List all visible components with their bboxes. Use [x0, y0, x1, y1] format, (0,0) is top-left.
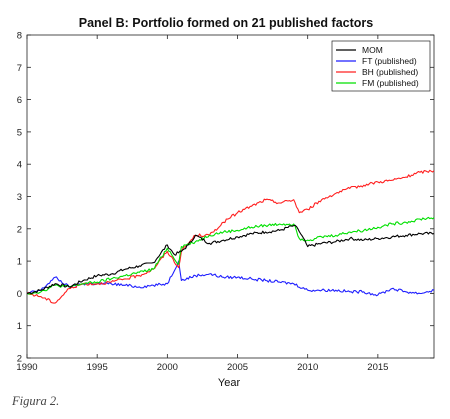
y-tick-label: 4 — [17, 160, 22, 171]
y-tick-label: 6 — [17, 95, 22, 106]
x-tick-label: 1990 — [16, 362, 37, 373]
y-tick-label: 3 — [17, 192, 22, 203]
series-line-fm-published — [26, 216, 435, 295]
legend-label: FT (published) — [362, 56, 417, 66]
legend-label: BH (published) — [362, 67, 418, 77]
x-tick-label: 1995 — [87, 362, 108, 373]
series-line-bh-published — [26, 169, 435, 304]
x-tick-label: 2010 — [297, 362, 318, 373]
y-tick-label: 7 — [17, 63, 22, 74]
x-tick-label: 2000 — [157, 362, 178, 373]
y-tick-label: 2 — [17, 224, 22, 235]
legend-label: FM (published) — [362, 78, 419, 88]
series-line-mom — [26, 224, 435, 295]
y-tick-label: 2 — [17, 354, 22, 365]
x-tick-label: 2015 — [367, 362, 388, 373]
y-tick-label: 1 — [17, 257, 22, 268]
figure-caption: Figura 2. — [12, 394, 60, 408]
chart-title: Panel B: Portfolio formed on 21 publishe… — [79, 16, 374, 30]
y-tick-label: 5 — [17, 127, 22, 138]
y-tick-label: 0 — [17, 289, 22, 300]
y-tick-label: 8 — [17, 31, 22, 42]
series-layer — [26, 169, 435, 304]
legend-label: MOM — [362, 45, 383, 55]
x-tick-label: 2005 — [227, 362, 248, 373]
x-axis-label: Year — [218, 377, 241, 389]
y-tick-label: 1 — [17, 321, 22, 332]
